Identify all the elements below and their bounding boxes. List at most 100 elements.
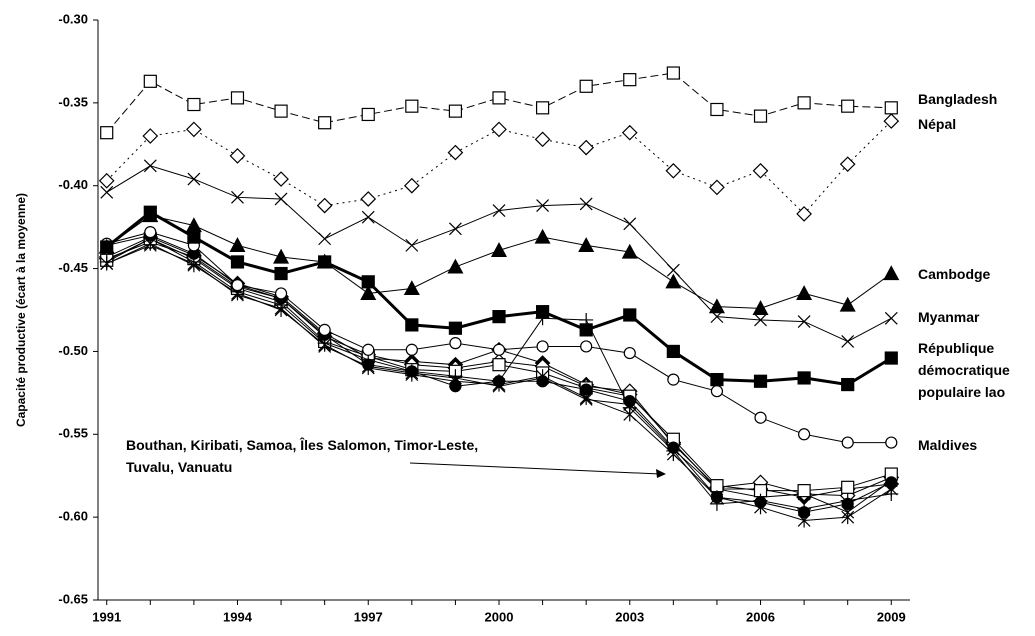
marker: [490, 242, 508, 257]
marker: [448, 321, 463, 335]
marker: [229, 237, 246, 252]
marker: [796, 206, 812, 222]
marker: [710, 479, 724, 493]
marker: [492, 375, 506, 388]
annotation: Bouthan, Kiribati, Samoa, Îles Salomon, …: [126, 437, 479, 475]
marker: [666, 66, 680, 80]
marker: [579, 79, 593, 93]
marker: [883, 265, 900, 281]
marker: [142, 128, 159, 144]
marker: [841, 377, 855, 392]
marker: [360, 191, 377, 207]
y-tick-label: -0.30: [58, 11, 88, 26]
marker: [578, 139, 595, 156]
marker: [230, 255, 245, 269]
marker: [710, 373, 724, 387]
marker: [360, 285, 377, 301]
marker: [884, 101, 898, 115]
marker: [665, 162, 682, 179]
marker: [535, 305, 550, 319]
annotation-arrow: [409, 462, 661, 475]
marker: [667, 373, 680, 386]
marker: [535, 101, 550, 115]
marker: [491, 121, 507, 138]
marker: [580, 340, 593, 353]
marker: [143, 159, 157, 173]
marker: [230, 91, 245, 105]
marker: [798, 506, 811, 519]
marker: [492, 343, 506, 356]
marker: [841, 99, 855, 113]
marker: [578, 237, 595, 252]
marker: [796, 285, 813, 301]
annotation-arrowhead: [656, 469, 666, 478]
marker: [405, 365, 418, 378]
marker: [710, 385, 724, 398]
marker: [885, 476, 898, 489]
marker: [623, 308, 637, 322]
marker: [449, 380, 462, 393]
marker: [841, 497, 854, 510]
marker: [579, 323, 593, 337]
marker: [403, 280, 420, 296]
series-label: Bangladesh: [918, 91, 998, 107]
marker: [534, 228, 551, 244]
y-tick-label: -0.50: [58, 343, 88, 358]
marker: [579, 197, 593, 211]
marker: [667, 441, 680, 454]
marker: [98, 172, 115, 189]
marker: [405, 238, 419, 252]
marker: [273, 248, 290, 264]
series-line: [106, 231, 892, 444]
marker: [186, 121, 202, 138]
marker: [187, 230, 201, 244]
marker: [666, 344, 680, 359]
marker: [274, 287, 288, 300]
marker: [142, 207, 159, 223]
marker: [708, 298, 725, 314]
marker: [273, 171, 289, 187]
marker: [754, 313, 767, 327]
marker: [753, 374, 768, 388]
marker: [709, 179, 725, 196]
marker: [534, 131, 551, 148]
marker: [403, 177, 420, 194]
marker: [231, 190, 244, 204]
marker: [884, 351, 898, 365]
y-axis-title: Capacité productive (écart à la moyenne): [14, 193, 28, 427]
marker: [362, 343, 375, 356]
marker: [797, 315, 811, 329]
marker: [405, 343, 418, 356]
marker: [841, 510, 855, 525]
marker: [841, 436, 854, 449]
x-tick-label: 2000: [485, 609, 514, 624]
marker: [449, 337, 462, 350]
marker: [100, 185, 114, 199]
y-tick-label: -0.45: [58, 260, 88, 275]
marker: [753, 109, 768, 123]
marker: [580, 383, 593, 396]
x-tick-label: 1994: [223, 609, 253, 624]
marker: [623, 395, 636, 408]
marker: [621, 124, 638, 141]
marker: [666, 263, 680, 277]
x-tick-label: 1991: [92, 609, 121, 624]
marker: [185, 217, 202, 233]
y-tick-label: -0.55: [58, 426, 88, 441]
marker: [492, 91, 506, 105]
marker: [362, 358, 375, 371]
marker: [361, 107, 375, 122]
marker: [885, 436, 898, 449]
marker: [752, 300, 769, 315]
marker: [316, 253, 333, 269]
marker: [274, 266, 288, 281]
marker: [229, 148, 246, 164]
marker: [884, 311, 898, 325]
marker: [447, 144, 464, 161]
marker: [318, 232, 332, 246]
series-label: Maldives: [918, 437, 978, 453]
marker: [231, 279, 244, 292]
marker: [143, 74, 157, 88]
marker: [316, 197, 333, 214]
